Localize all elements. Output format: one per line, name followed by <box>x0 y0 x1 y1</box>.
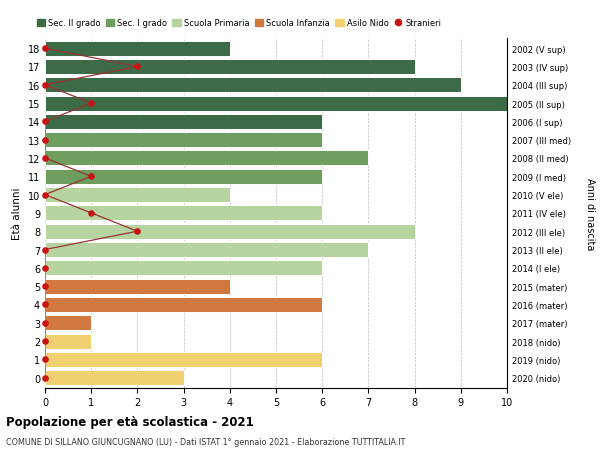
Text: COMUNE DI SILLANO GIUNCUGNANO (LU) - Dati ISTAT 1° gennaio 2021 - Elaborazione T: COMUNE DI SILLANO GIUNCUGNANO (LU) - Dat… <box>6 437 406 446</box>
Point <box>40 155 50 162</box>
Bar <box>45 78 461 93</box>
Bar <box>45 315 91 330</box>
Point <box>86 100 96 107</box>
Y-axis label: Età alunni: Età alunni <box>12 187 22 240</box>
Bar <box>45 42 230 56</box>
Bar <box>45 370 184 385</box>
Bar <box>45 115 322 129</box>
Bar <box>45 151 368 166</box>
Y-axis label: Anni di nascita: Anni di nascita <box>585 177 595 250</box>
Bar <box>45 297 322 312</box>
Point <box>40 137 50 144</box>
Point <box>86 173 96 180</box>
Bar <box>45 60 415 75</box>
Point <box>40 283 50 290</box>
Bar <box>45 224 415 239</box>
Point <box>40 319 50 327</box>
Bar <box>45 352 322 367</box>
Point <box>40 301 50 308</box>
Point <box>133 228 142 235</box>
Bar <box>45 133 322 148</box>
Point <box>40 356 50 363</box>
Point <box>40 264 50 272</box>
Point <box>133 64 142 71</box>
Bar <box>45 206 322 221</box>
Point <box>86 210 96 217</box>
Point <box>40 191 50 199</box>
Legend: Sec. II grado, Sec. I grado, Scuola Primaria, Scuola Infanzia, Asilo Nido, Stran: Sec. II grado, Sec. I grado, Scuola Prim… <box>34 16 445 31</box>
Bar <box>45 96 507 112</box>
Point <box>40 82 50 89</box>
Bar <box>45 334 91 349</box>
Bar <box>45 261 322 276</box>
Bar <box>45 169 322 185</box>
Bar <box>45 188 230 203</box>
Bar <box>45 242 368 257</box>
Point <box>40 374 50 381</box>
Text: Popolazione per età scolastica - 2021: Popolazione per età scolastica - 2021 <box>6 415 254 428</box>
Point <box>40 45 50 53</box>
Point <box>40 338 50 345</box>
Point <box>40 246 50 254</box>
Bar <box>45 279 230 294</box>
Point <box>40 118 50 126</box>
